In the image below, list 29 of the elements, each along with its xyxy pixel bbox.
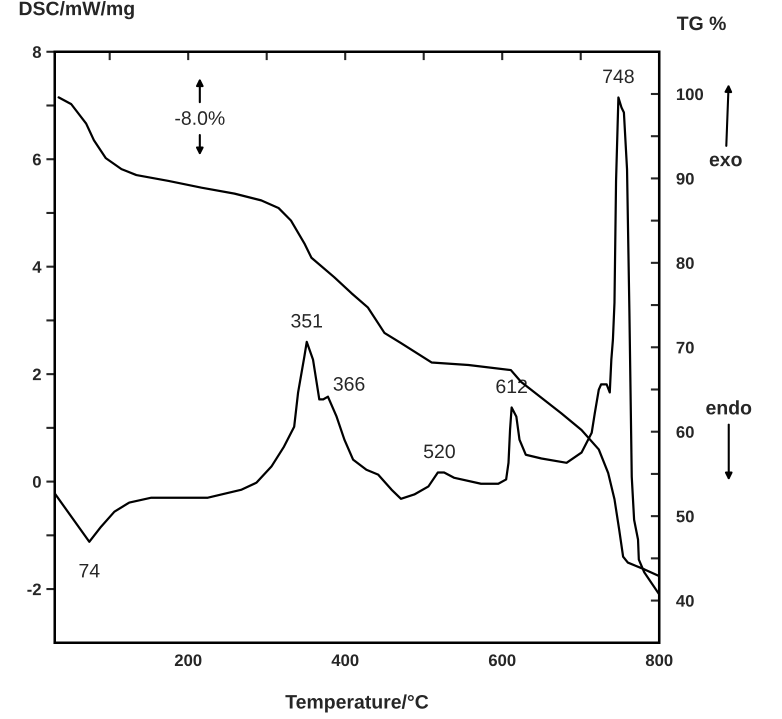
x-tick-label: 600 [488, 654, 516, 666]
y-tick-label: 4 [32, 261, 42, 273]
y-tick-label: 0 [32, 476, 41, 488]
annotation: 351 [291, 314, 322, 328]
text: endo [706, 400, 752, 415]
x-tick-label: 400 [332, 654, 358, 666]
annotation: 74 [79, 564, 100, 578]
y-tick-label: -2 [27, 583, 41, 596]
y2-tick-label: 100 [676, 88, 704, 100]
annotation: 366 [334, 377, 364, 391]
y-tick-label: 6 [32, 154, 41, 166]
y-tick-label: 2 [32, 368, 41, 380]
x-tick-label: 200 [174, 654, 202, 666]
y2-tick-label: 90 [676, 172, 694, 185]
y2-tick-label: 40 [676, 594, 694, 607]
annotation: 612 [496, 379, 527, 394]
annotation: -8.0% [175, 111, 225, 125]
y2-tick-label: 50 [676, 510, 694, 522]
y-tick-label: 8 [32, 46, 42, 58]
y-axis-title: DSC/mW/mg [20, 1, 134, 20]
y2-tick-label: 80 [676, 257, 694, 270]
x-tick-label: 800 [646, 654, 672, 666]
annotation: 520 [424, 444, 455, 458]
y2-axis-title: TG % [676, 16, 726, 30]
x-axis-title: Temperature/°C [285, 694, 428, 713]
y2-tick-label: 60 [676, 426, 694, 438]
annotation: 748 [603, 69, 634, 84]
y2-tick-label: 70 [676, 342, 694, 354]
text: exo [710, 156, 742, 166]
